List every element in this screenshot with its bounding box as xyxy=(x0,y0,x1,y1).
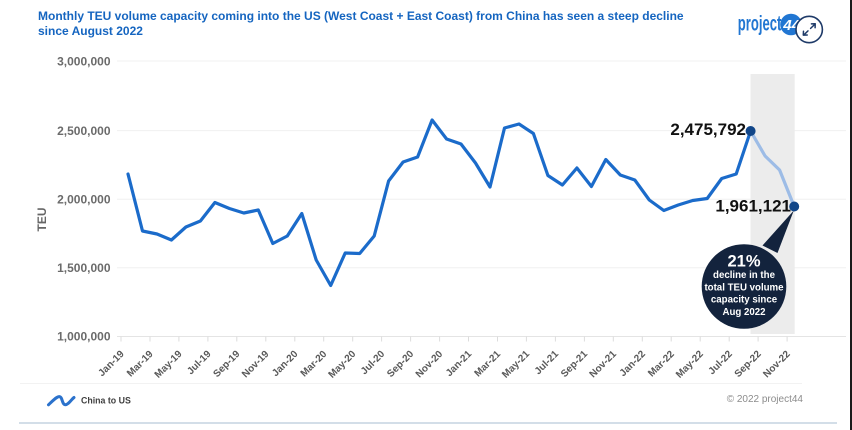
svg-text:Jul-19: Jul-19 xyxy=(185,349,214,378)
svg-text:Nov-21: Nov-21 xyxy=(588,349,620,381)
svg-text:Sep-19: Sep-19 xyxy=(211,349,242,380)
svg-text:TEU: TEU xyxy=(35,208,49,232)
svg-text:Aug 2022: Aug 2022 xyxy=(722,307,765,318)
svg-text:Jul-21: Jul-21 xyxy=(533,349,562,378)
svg-text:Sep-22: Sep-22 xyxy=(733,349,764,380)
svg-text:21%: 21% xyxy=(727,253,760,271)
svg-text:Mar-19: Mar-19 xyxy=(125,349,156,380)
svg-text:May-21: May-21 xyxy=(500,349,532,381)
svg-text:Mar-22: Mar-22 xyxy=(646,349,677,380)
svg-text:© 2022 project44: © 2022 project44 xyxy=(727,394,804,405)
svg-text:China to US: China to US xyxy=(81,396,131,406)
svg-text:Jul-22: Jul-22 xyxy=(707,349,736,378)
svg-text:Sep-20: Sep-20 xyxy=(385,349,416,380)
svg-text:total TEU volume: total TEU volume xyxy=(704,282,784,293)
svg-text:May-20: May-20 xyxy=(327,349,359,381)
svg-text:1,961,121: 1,961,121 xyxy=(715,197,791,216)
svg-text:3,000,000: 3,000,000 xyxy=(57,54,111,68)
svg-text:decline in the: decline in the xyxy=(713,270,776,281)
svg-text:Sep-21: Sep-21 xyxy=(559,349,590,380)
svg-text:Jan-19: Jan-19 xyxy=(96,349,126,379)
svg-text:Jan-22: Jan-22 xyxy=(618,349,648,379)
svg-text:May-22: May-22 xyxy=(674,349,706,381)
svg-text:capacity since: capacity since xyxy=(711,295,778,306)
svg-text:1,000,000: 1,000,000 xyxy=(57,330,111,344)
svg-text:Jan-20: Jan-20 xyxy=(270,349,300,379)
svg-text:2,475,792: 2,475,792 xyxy=(670,120,746,139)
svg-text:project: project xyxy=(738,11,782,35)
svg-text:Nov-20: Nov-20 xyxy=(414,349,446,381)
svg-text:Mar-21: Mar-21 xyxy=(473,349,504,380)
svg-text:2,500,000: 2,500,000 xyxy=(57,124,111,138)
svg-text:Jan-21: Jan-21 xyxy=(444,349,474,379)
svg-text:Nov-22: Nov-22 xyxy=(761,349,793,381)
svg-text:1,500,000: 1,500,000 xyxy=(57,261,111,275)
svg-text:Mar-20: Mar-20 xyxy=(299,349,330,380)
svg-text:Nov-19: Nov-19 xyxy=(240,349,272,381)
svg-text:May-19: May-19 xyxy=(153,349,185,381)
svg-text:Jul-20: Jul-20 xyxy=(359,349,388,378)
svg-text:2,000,000: 2,000,000 xyxy=(57,193,111,207)
